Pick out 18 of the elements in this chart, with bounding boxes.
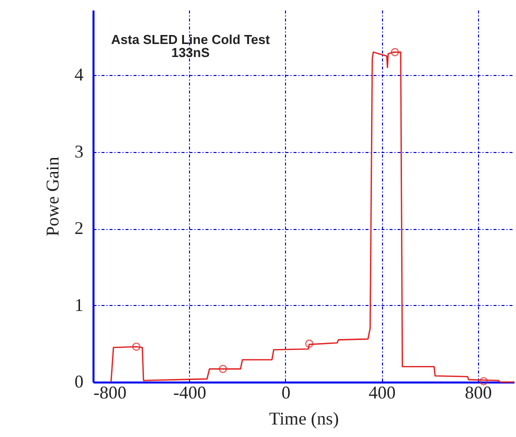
x-tick-label: -800	[94, 382, 126, 402]
point	[132, 342, 140, 351]
text: Asta SLED Line Cold Test	[111, 32, 270, 47]
x-axis-title: Time (ns)	[269, 408, 339, 428]
text: 133nS	[171, 45, 210, 60]
y-tick-label: 1	[74, 294, 84, 315]
point	[390, 48, 400, 56]
point	[218, 364, 228, 374]
x-tick-label: 0	[281, 382, 290, 402]
x-tick-label: -400	[173, 382, 206, 402]
y-tick-label: 2	[74, 218, 84, 238]
y-axis-title: Powe Gain	[42, 156, 62, 236]
y-tick-label: 3	[74, 141, 84, 162]
y-tick-label: 4	[74, 64, 84, 85]
point	[480, 377, 488, 386]
point	[305, 340, 314, 348]
x-tick-label: 400	[368, 382, 396, 402]
x-tick-label: 800	[464, 382, 492, 402]
